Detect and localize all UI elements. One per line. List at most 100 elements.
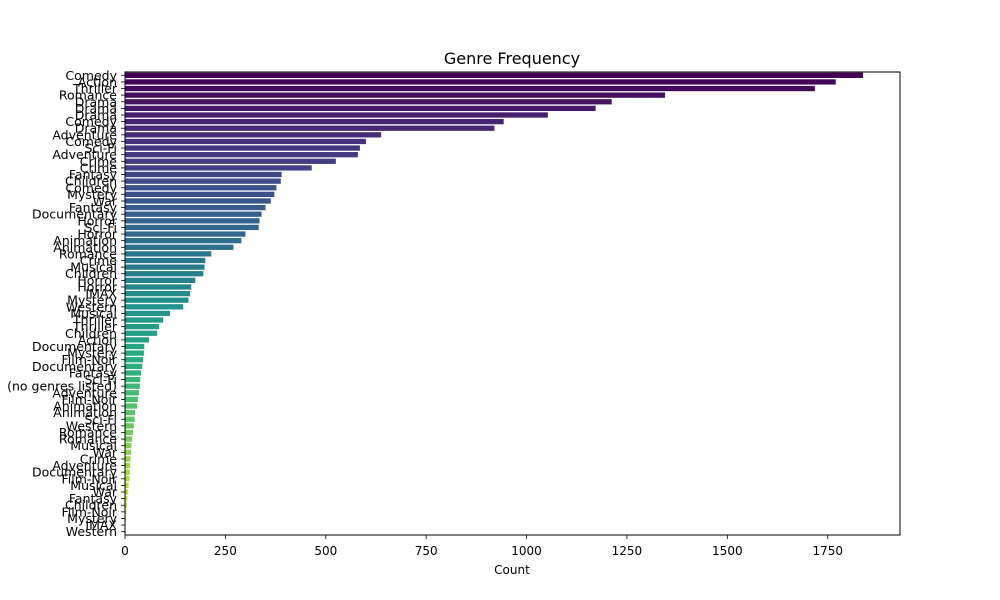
y-tick-label: War [93,193,118,208]
y-tick-label: Crime [80,253,118,268]
y-tick-label: Film-Noir [61,392,117,407]
bar [125,304,184,310]
bar [125,118,504,125]
y-tick-label: Drama [75,101,117,116]
y-tick-label: Film-Noir [61,352,117,367]
x-axis-label: Count [494,563,530,577]
bar [125,363,143,369]
y-tick-label: War [93,485,118,500]
bar [125,423,134,429]
x-tick-label: 1500 [712,544,743,558]
y-tick-label: Musical [70,478,117,493]
y-tick-label: Comedy [65,134,117,149]
y-tick-label: Documentary [32,339,118,354]
bar [125,337,150,343]
y-tick-label: Animation [53,240,117,255]
y-tick-label: Western [66,524,117,539]
x-tick-label: 0 [121,544,129,558]
y-tick-label: Action [78,332,117,347]
bar [125,357,144,363]
bar [125,132,382,138]
y-tick-label: Romance [59,425,117,440]
y-tick-label: Documentary [32,207,118,222]
y-tick-label: Comedy [65,68,117,83]
bar [125,264,205,270]
bar [125,238,242,244]
bar [125,99,612,105]
y-tick-label: Film-Noir [61,504,117,519]
y-tick-label: Adventure [52,385,117,400]
y-tick-label: Fantasy [69,200,118,215]
y-tick-label: Film-Noir [61,471,117,486]
bar [125,158,336,164]
y-tick-label: Mystery [67,346,117,361]
bar [125,350,144,356]
y-tick-label: Children [65,498,117,513]
y-tick-label: Mystery [67,293,117,308]
bar [125,198,271,204]
bar [125,191,275,198]
y-tick-label: Adventure [52,147,117,162]
bar [125,502,128,508]
bar [125,284,192,290]
bar [125,403,138,409]
bar [125,145,360,151]
bar [125,482,129,489]
bar [125,178,281,184]
bar [125,79,836,85]
bar [125,495,128,502]
bar [125,244,234,250]
bar [125,92,666,98]
bar [125,290,191,297]
bar [125,112,548,118]
bar [125,218,260,224]
y-tick-label: War [93,445,118,460]
y-tick-label: Western [66,418,117,433]
x-tick-label: 1750 [812,544,843,558]
bar [125,271,204,277]
chart-title: Genre Frequency [444,49,580,68]
bar [125,456,131,462]
y-tick-label: Musical [70,438,117,453]
bar [125,469,130,475]
bar [125,330,158,336]
bar [125,383,140,389]
bar [125,224,259,231]
bar [125,317,164,323]
bar [125,343,145,350]
bar [125,489,129,495]
bar [125,171,282,178]
bar [125,476,130,482]
bar [125,416,135,422]
bar [125,449,132,455]
bar [125,165,312,171]
x-tick-label: 750 [415,544,438,558]
bar [125,231,246,237]
y-tick-label: (no genres listed) [7,379,117,394]
y-tick-label: Romance [59,432,117,447]
bar [125,436,133,442]
y-tick-label: Thriller [72,81,118,96]
y-tick-label: Crime [80,160,118,175]
y-tick-label: Action [78,74,117,89]
y-tick-label: Sci-Fi [84,412,117,427]
bar [125,105,596,112]
bar [125,376,141,383]
y-tick-label: Documentary [32,359,118,374]
y-tick-label: Animation [53,405,117,420]
y-tick-label: Romance [59,246,117,261]
bar [125,297,189,303]
y-tick-label: Crime [80,451,118,466]
y-tick-label: Horror [77,227,117,242]
bar [125,277,196,283]
y-tick-label: Musical [70,260,117,275]
x-tick-label: 1250 [612,544,643,558]
bar [125,324,160,330]
bar [125,211,262,217]
y-tick-label: Mystery [67,511,117,526]
bar [125,138,366,145]
y-tick-label: Horror [77,273,117,288]
bar [125,310,170,317]
